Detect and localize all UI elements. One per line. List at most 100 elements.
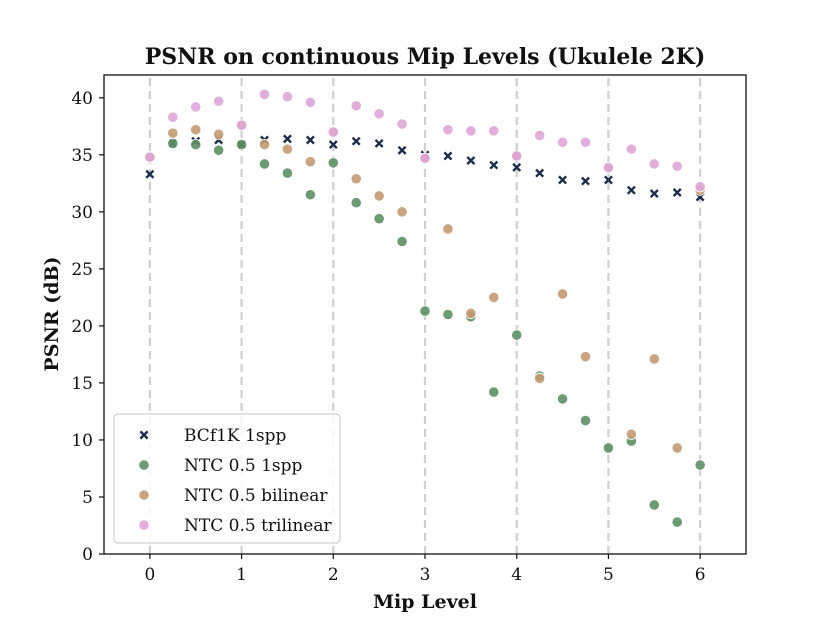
data-point — [442, 124, 454, 136]
y-tick-label: 35 — [71, 146, 93, 166]
x-tick-label: 1 — [236, 565, 247, 585]
x-tick-label: 6 — [695, 565, 706, 585]
data-point — [281, 167, 294, 179]
data-point — [396, 206, 408, 218]
data-point — [190, 101, 202, 113]
data-point — [374, 138, 384, 148]
data-point — [305, 135, 315, 145]
x-tick-label: 0 — [144, 565, 155, 585]
data-point — [694, 459, 706, 471]
legend-label: BCf1K 1spp — [184, 426, 286, 446]
data-point — [282, 134, 292, 144]
data-point — [488, 386, 500, 398]
data-point — [489, 160, 499, 170]
data-point — [351, 136, 361, 146]
data-point — [327, 157, 339, 169]
x-tick-label: 3 — [420, 565, 431, 585]
data-point — [190, 138, 202, 151]
data-point — [235, 138, 248, 151]
data-point — [625, 428, 637, 440]
y-tick-label: 0 — [82, 545, 93, 565]
data-point — [419, 152, 431, 164]
legend-box — [113, 413, 341, 544]
data-point — [579, 136, 592, 148]
series-ntc-0-5-trilinear — [144, 88, 706, 193]
x-tick-label: 4 — [511, 565, 522, 585]
data-point — [167, 111, 179, 123]
data-point — [213, 128, 225, 140]
data-point — [373, 190, 385, 202]
data-point — [145, 169, 155, 179]
data-point — [603, 175, 613, 185]
data-point — [167, 137, 179, 150]
data-point — [488, 291, 500, 303]
data-point — [534, 129, 546, 142]
data-point — [648, 353, 660, 365]
y-axis-label: PSNR (dB) — [41, 256, 63, 371]
data-point — [350, 100, 362, 112]
data-point — [396, 118, 408, 130]
data-point — [327, 126, 339, 138]
data-point — [488, 125, 500, 137]
data-point — [602, 161, 615, 173]
y-tick-label: 15 — [71, 374, 93, 394]
legend-label: NTC 0.5 1spp — [184, 456, 302, 476]
x-axis-label: Mip Level — [373, 591, 477, 613]
legend-marker — [139, 430, 149, 440]
data-point — [373, 108, 385, 120]
data-point — [534, 372, 546, 384]
data-point — [190, 124, 202, 136]
data-point — [373, 213, 385, 225]
data-point — [419, 305, 431, 317]
data-point — [304, 156, 316, 168]
data-point — [213, 144, 225, 156]
data-point — [626, 185, 636, 195]
legend-label: NTC 0.5 bilinear — [184, 486, 328, 506]
data-point — [281, 143, 294, 155]
legend-marker — [138, 489, 150, 501]
data-point — [167, 127, 179, 139]
data-point — [258, 158, 271, 170]
data-point — [466, 156, 476, 165]
data-point — [579, 414, 592, 427]
data-point — [648, 499, 660, 511]
data-point — [579, 351, 592, 363]
chart-title: PSNR on continuous Mip Levels (Ukulele 2… — [145, 44, 706, 70]
data-point — [304, 189, 316, 201]
data-point — [235, 119, 248, 131]
data-point — [625, 143, 637, 155]
data-point — [465, 125, 477, 137]
data-point — [648, 158, 660, 170]
y-tick-label: 40 — [71, 89, 93, 109]
data-point — [558, 175, 568, 185]
legend-label: NTC 0.5 trilinear — [184, 516, 332, 536]
data-point — [512, 162, 522, 172]
y-tick-label: 20 — [71, 317, 93, 337]
data-point — [442, 223, 454, 235]
x-tick-label: 2 — [328, 565, 339, 585]
data-point — [396, 235, 408, 248]
data-point — [581, 176, 590, 186]
data-point — [281, 91, 294, 103]
y-tick-label: 10 — [71, 431, 93, 451]
data-point — [671, 160, 683, 172]
data-point — [304, 96, 316, 108]
data-point — [511, 329, 523, 341]
data-point — [144, 151, 156, 163]
data-point — [465, 307, 477, 319]
data-point — [672, 188, 682, 197]
legend-marker — [138, 459, 150, 471]
data-point — [602, 442, 615, 454]
data-point — [556, 288, 569, 300]
legend-marker — [138, 519, 150, 531]
data-point — [213, 95, 225, 107]
data-point — [350, 173, 362, 185]
data-point — [556, 393, 569, 405]
data-point — [443, 151, 453, 161]
data-point — [671, 442, 683, 454]
legend: BCf1K 1spp NTC 0.5 1spp NTC 0.5 bilinear NT… — [113, 413, 341, 544]
data-point — [556, 136, 569, 148]
data-point — [442, 308, 454, 321]
x-tick-label: 5 — [603, 565, 614, 585]
